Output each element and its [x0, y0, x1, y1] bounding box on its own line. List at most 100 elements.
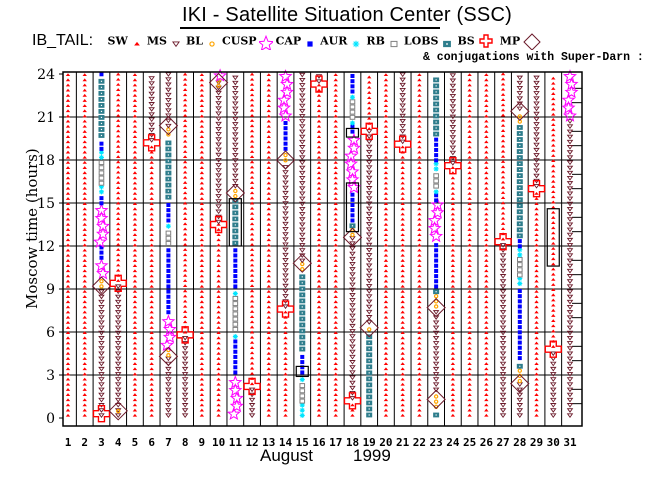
sw-mark	[266, 78, 271, 82]
rb-mark	[98, 165, 105, 171]
lobs-mark-dot	[368, 372, 370, 374]
ms-mark	[365, 242, 373, 248]
sw-mark	[551, 226, 556, 230]
sw-mark	[417, 145, 422, 149]
sw-mark	[383, 413, 389, 417]
cap-mark	[434, 268, 439, 273]
segment-ms	[566, 119, 574, 419]
day-column-4	[108, 72, 128, 421]
sw-mark	[149, 408, 154, 412]
sw-mark	[551, 303, 556, 307]
sw-mark	[149, 253, 154, 257]
sw-mark	[534, 331, 539, 335]
sw-mark	[82, 259, 87, 262]
sw-mark	[400, 408, 405, 412]
sw-mark	[333, 336, 338, 340]
lobs-mark-dot	[301, 300, 303, 302]
cap-mark	[99, 72, 104, 77]
sw-mark	[316, 155, 322, 159]
sw-mark	[182, 181, 188, 184]
lobs-mark-dot	[519, 211, 521, 213]
sw-mark	[467, 109, 472, 113]
ms-mark	[232, 106, 239, 112]
sw-mark	[383, 222, 389, 226]
cap-mark	[300, 365, 305, 370]
ms-mark	[432, 366, 440, 372]
sw-mark	[367, 127, 372, 130]
sw-mark	[316, 212, 322, 216]
ms-mark	[215, 173, 222, 179]
sw-mark	[417, 289, 422, 293]
lobs-mark-dot	[301, 342, 303, 344]
sw-mark	[551, 102, 556, 106]
segment-sw	[132, 73, 138, 417]
sw-mark	[216, 382, 221, 386]
cap-mark	[233, 284, 238, 289]
day-column-25	[467, 73, 472, 417]
sw-mark	[417, 269, 422, 273]
segment-cap	[99, 196, 104, 206]
x-tick-label: 20	[379, 436, 392, 449]
sw-mark	[65, 326, 71, 329]
sw-mark	[551, 112, 556, 116]
ms-mark	[215, 188, 222, 194]
sw-mark	[417, 310, 422, 314]
sw-mark	[216, 279, 221, 283]
cusp-mark	[564, 84, 579, 99]
sw-mark	[149, 284, 154, 288]
sw-mark	[383, 367, 389, 371]
x-tick-label: 16	[312, 436, 326, 449]
ms-mark	[171, 41, 180, 48]
sw-mark	[266, 408, 271, 412]
sw-mark	[316, 191, 322, 195]
sw-mark	[484, 202, 489, 206]
ms-mark	[298, 83, 306, 88]
sw-mark	[266, 243, 271, 247]
sw-mark	[82, 83, 87, 87]
sw-mark	[249, 191, 255, 195]
sw-mark	[534, 238, 539, 242]
sw-mark	[534, 212, 539, 216]
sw-mark	[417, 326, 422, 329]
sw-mark	[467, 83, 472, 87]
cusp-mark	[96, 226, 111, 241]
sw-mark	[417, 150, 422, 154]
sw-mark	[316, 382, 322, 386]
sw-mark	[149, 191, 154, 195]
bow-shock-marker	[243, 377, 261, 396]
sw-mark	[484, 346, 489, 350]
sw-mark	[467, 243, 472, 247]
ms-mark	[566, 165, 574, 171]
sw-mark	[199, 176, 205, 180]
sw-mark	[333, 83, 338, 87]
sw-mark	[182, 330, 188, 334]
sw-mark	[316, 367, 322, 371]
sw-mark	[417, 140, 422, 144]
ms-mark	[365, 180, 373, 186]
ms-mark	[365, 315, 373, 320]
cusp-mark	[213, 68, 228, 82]
sw-mark	[82, 197, 87, 200]
sw-mark	[116, 175, 121, 179]
segment-aur	[165, 223, 171, 229]
lobs-mark-dot	[301, 306, 303, 308]
sw-mark	[182, 175, 188, 179]
ms-mark	[399, 103, 406, 109]
lobs-mark-dot	[167, 178, 169, 180]
sw-mark	[500, 211, 506, 215]
sw-mark	[417, 233, 422, 237]
ms-mark	[215, 80, 222, 86]
ms-mark	[148, 107, 155, 112]
sw-mark	[333, 393, 338, 396]
sw-mark	[467, 140, 472, 144]
sw-mark	[467, 119, 472, 123]
sw-mark	[249, 341, 255, 344]
segment-aur	[232, 291, 238, 297]
sw-mark	[333, 78, 338, 82]
sw-mark	[467, 346, 472, 350]
sw-mark	[199, 150, 205, 154]
cap-mark	[434, 153, 439, 158]
sw-mark	[467, 114, 472, 118]
sw-mark	[266, 393, 271, 396]
sw-mark	[551, 236, 556, 240]
